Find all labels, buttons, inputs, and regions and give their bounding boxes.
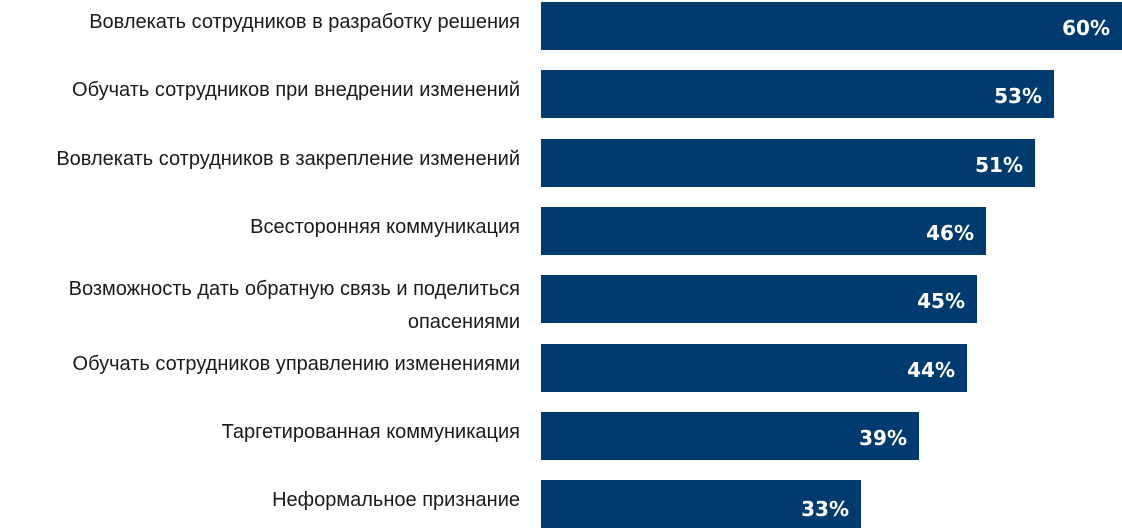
bar-value-label: 33% [801,497,849,521]
category-label: Обучать сотрудников управлению изменения… [72,352,520,375]
bar [541,2,1122,50]
bar [541,480,861,528]
bar [541,207,986,255]
category-label: Вовлекать сотрудников в разработку решен… [89,11,520,33]
bar-value-label: 51% [975,153,1023,177]
category-label: Таргетированная коммуникация [221,420,520,443]
bar [541,412,919,460]
bar-value-label: 45% [917,289,965,313]
bar [541,344,967,392]
bar-value-label: 39% [859,426,907,450]
category-label: Неформальное признание [272,489,520,512]
bar-value-label: 60% [1062,16,1110,40]
category-label: Вовлекать сотрудников в закрепление изме… [56,147,520,170]
bar-value-label: 46% [926,221,974,245]
category-label: Всесторонняя коммуникация [250,215,520,238]
bar-value-label: 53% [994,84,1042,108]
bar-value-label: 44% [907,358,955,382]
bar [541,275,977,323]
bar [541,70,1054,118]
category-label: Обучать сотрудников при внедрении измене… [72,79,520,102]
category-label: Возможность дать обратную связь и подели… [68,278,520,334]
bar [541,139,1035,187]
